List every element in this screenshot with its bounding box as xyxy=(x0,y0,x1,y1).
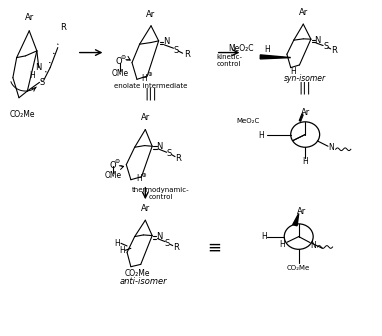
Text: R: R xyxy=(61,23,66,32)
Text: R: R xyxy=(173,243,179,252)
Text: Ar: Ar xyxy=(146,10,155,18)
Text: S: S xyxy=(165,239,170,248)
Text: H: H xyxy=(258,131,264,140)
Text: O: O xyxy=(115,57,122,67)
Text: CO₂Me: CO₂Me xyxy=(287,265,310,271)
Text: N: N xyxy=(310,241,316,250)
Text: CO₂Me: CO₂Me xyxy=(124,268,150,278)
Text: syn-isomer: syn-isomer xyxy=(284,74,326,83)
Text: H: H xyxy=(302,157,308,166)
Text: |||: ||| xyxy=(299,81,312,94)
Text: H: H xyxy=(119,246,125,255)
Text: Ar: Ar xyxy=(141,113,150,122)
Text: S: S xyxy=(39,78,44,87)
Text: N: N xyxy=(163,37,170,46)
Polygon shape xyxy=(260,55,291,59)
Text: MeO₂C: MeO₂C xyxy=(236,118,259,124)
Text: H: H xyxy=(142,74,147,83)
Text: ⊖: ⊖ xyxy=(121,55,126,60)
Text: |||: ||| xyxy=(145,88,157,101)
Text: R: R xyxy=(175,154,181,163)
Text: H: H xyxy=(280,241,285,249)
Text: ≡: ≡ xyxy=(207,239,221,257)
Text: N: N xyxy=(35,63,41,72)
Text: MeO₂C: MeO₂C xyxy=(228,44,254,53)
Text: H: H xyxy=(264,45,270,54)
Text: Ar: Ar xyxy=(141,204,150,213)
Text: CO₂Me: CO₂Me xyxy=(10,110,36,119)
Text: thermodynamic-
control: thermodynamic- control xyxy=(132,186,189,200)
Text: ⊕: ⊕ xyxy=(141,173,146,178)
Text: S: S xyxy=(323,42,329,51)
Text: kinetic-
control: kinetic- control xyxy=(216,54,242,67)
Text: anti-isomer: anti-isomer xyxy=(120,277,167,286)
Polygon shape xyxy=(293,213,299,226)
Text: N: N xyxy=(157,142,163,151)
Text: R: R xyxy=(331,46,337,55)
Text: Ar: Ar xyxy=(301,108,310,117)
Text: ⊖: ⊖ xyxy=(115,159,120,164)
Text: H: H xyxy=(114,239,120,248)
Text: S: S xyxy=(166,150,172,159)
Text: R: R xyxy=(184,50,190,59)
Text: Ar: Ar xyxy=(299,8,308,17)
Text: O: O xyxy=(109,161,116,170)
Text: N: N xyxy=(328,143,333,153)
Text: N: N xyxy=(156,232,162,241)
Text: N: N xyxy=(314,36,320,45)
Text: S: S xyxy=(173,46,178,55)
Text: H: H xyxy=(290,67,296,76)
Text: H: H xyxy=(29,72,35,81)
Text: OMe: OMe xyxy=(105,171,122,180)
Text: H: H xyxy=(261,232,267,241)
Text: H: H xyxy=(136,174,142,183)
Text: Ar: Ar xyxy=(24,13,34,22)
Text: enolate intermediate: enolate intermediate xyxy=(114,83,188,89)
Text: ⊕: ⊕ xyxy=(147,73,152,78)
Text: OMe: OMe xyxy=(111,69,128,78)
Text: Ar: Ar xyxy=(297,207,306,216)
